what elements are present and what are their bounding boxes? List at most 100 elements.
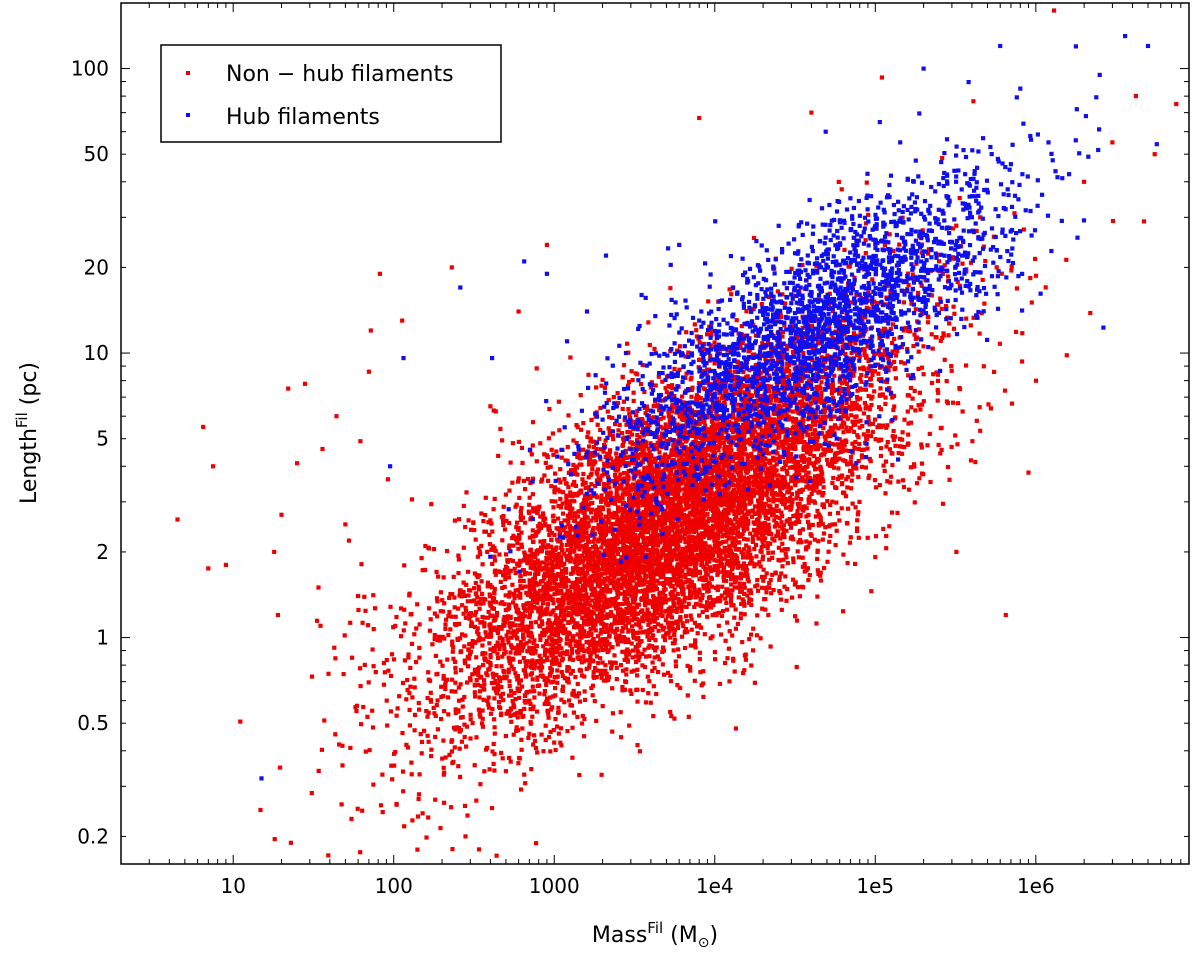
non-hub-point — [830, 335, 835, 340]
non-hub-point — [506, 629, 511, 634]
non-hub-point — [480, 721, 485, 726]
non-hub-point — [624, 486, 629, 491]
non-hub-point — [823, 449, 828, 454]
non-hub-point — [509, 635, 514, 640]
non-hub-point — [540, 601, 546, 606]
non-hub-point — [788, 459, 793, 464]
non-hub-point — [586, 665, 592, 670]
non-hub-point — [957, 196, 962, 201]
non-hub-point — [638, 625, 643, 630]
non-hub-point — [821, 447, 826, 452]
non-hub-point — [858, 418, 863, 423]
non-hub-point — [544, 676, 549, 681]
non-hub-point — [853, 440, 858, 445]
non-hub-point — [651, 588, 656, 593]
non-hub-point — [848, 454, 854, 460]
non-hub-point — [766, 525, 771, 531]
non-hub-point — [492, 569, 497, 574]
non-hub-point — [758, 521, 763, 526]
non-hub-point — [469, 641, 474, 646]
non-hub-point — [833, 543, 838, 548]
non-hub-point — [449, 689, 454, 694]
non-hub-point — [656, 628, 661, 633]
non-hub-point — [851, 429, 857, 434]
non-hub-point — [951, 304, 956, 309]
non-hub-point — [453, 614, 458, 619]
non-hub-point — [419, 751, 424, 756]
non-hub-point — [839, 506, 844, 511]
non-hub-point — [432, 711, 437, 716]
non-hub-point — [848, 535, 853, 540]
non-hub-point — [1064, 257, 1069, 262]
non-hub-point — [348, 620, 353, 625]
non-hub-point — [594, 579, 599, 584]
non-hub-point — [856, 404, 862, 409]
non-hub-point — [497, 552, 502, 557]
non-hub-point — [635, 642, 641, 647]
non-hub-point — [614, 627, 619, 633]
non-hub-point — [913, 408, 918, 413]
non-hub-point — [466, 569, 471, 574]
non-hub-point — [703, 423, 708, 428]
non-hub-point — [646, 320, 651, 325]
non-hub-point — [954, 223, 959, 228]
non-hub-point — [659, 623, 664, 628]
non-hub-point — [440, 756, 445, 761]
non-hub-point — [540, 560, 545, 565]
non-hub-point — [741, 401, 746, 406]
non-hub-point — [752, 564, 757, 569]
non-hub-point — [1033, 378, 1039, 383]
non-hub-point — [642, 389, 647, 395]
non-hub-point — [724, 562, 729, 567]
non-hub-point — [843, 459, 848, 464]
non-hub-point — [415, 814, 421, 819]
non-hub-point — [431, 547, 437, 552]
non-hub-point — [417, 707, 422, 712]
non-hub-point — [382, 670, 387, 675]
non-hub-point — [547, 532, 552, 537]
non-hub-point — [461, 580, 466, 585]
non-hub-point — [711, 447, 716, 452]
non-hub-point — [869, 402, 874, 408]
non-hub-point — [564, 493, 569, 498]
non-hub-point — [780, 541, 785, 546]
non-hub-point — [462, 734, 467, 740]
non-hub-point — [591, 646, 596, 651]
non-hub-point — [559, 646, 564, 651]
non-hub-point — [528, 630, 533, 635]
non-hub-point — [517, 681, 522, 686]
non-hub-point — [716, 623, 721, 628]
non-hub-point — [606, 516, 611, 521]
non-hub-point — [551, 727, 556, 733]
non-hub-point — [728, 459, 733, 464]
non-hub-point — [737, 546, 742, 552]
non-hub-point — [699, 400, 704, 405]
non-hub-point — [476, 587, 481, 592]
non-hub-point — [457, 729, 462, 734]
non-hub-point — [366, 623, 371, 628]
non-hub-point — [620, 406, 625, 411]
non-hub-point — [746, 545, 751, 550]
non-hub-point — [575, 576, 580, 582]
non-hub-point — [620, 684, 625, 690]
non-hub-point — [597, 436, 602, 441]
non-hub-point — [533, 590, 538, 595]
non-hub-point — [473, 694, 478, 699]
non-hub-point — [637, 623, 642, 628]
non-hub-point — [483, 513, 488, 518]
non-hub-point — [456, 571, 461, 576]
non-hub-point — [501, 617, 506, 622]
non-hub-point — [447, 610, 452, 615]
non-hub-point — [624, 422, 629, 427]
non-hub-point — [744, 543, 749, 548]
non-hub-point — [598, 638, 603, 643]
non-hub-point — [832, 414, 837, 419]
non-hub-point — [419, 556, 424, 561]
non-hub-point — [647, 541, 652, 547]
non-hub-point — [682, 536, 687, 541]
non-hub-point — [767, 581, 772, 586]
non-hub-point — [896, 479, 901, 484]
non-hub-point — [766, 438, 772, 443]
non-hub-point — [901, 300, 906, 305]
non-hub-point — [692, 587, 697, 592]
